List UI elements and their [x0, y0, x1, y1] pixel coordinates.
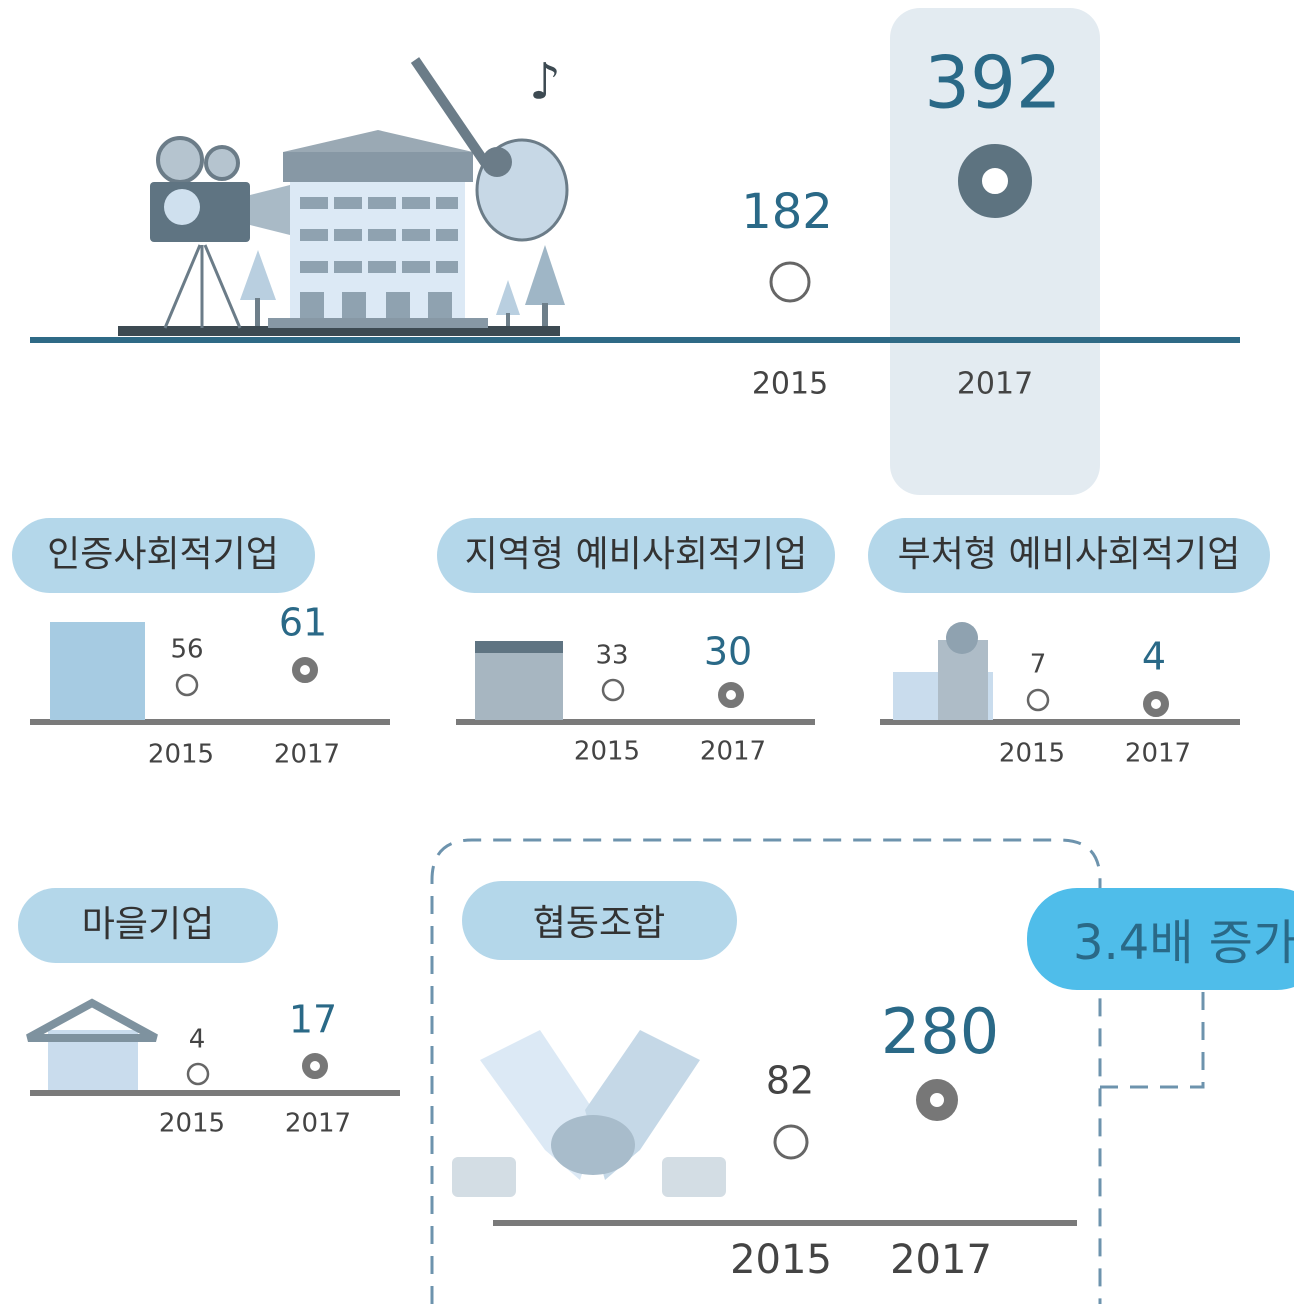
circle-2015 — [773, 1124, 809, 1160]
building-icon — [50, 622, 145, 720]
svg-text:♪: ♪ — [529, 53, 561, 111]
label-pill — [18, 888, 278, 963]
value-2015: 7 — [1030, 650, 1047, 680]
connector — [1100, 990, 1205, 1089]
value-2017: 392 — [924, 41, 1061, 125]
year-label: 2015 — [752, 367, 828, 402]
circle-2015 — [186, 1062, 210, 1086]
label-pill — [868, 518, 1270, 593]
bubble-icon — [452, 1157, 516, 1197]
year-label: 2017 — [890, 1237, 992, 1283]
circle-2017 — [292, 657, 318, 683]
value-2017: 17 — [289, 998, 337, 1042]
building-icon — [475, 641, 563, 653]
value-2017: 30 — [704, 630, 752, 674]
circle-2015 — [769, 261, 811, 303]
year-label: 2017 — [1125, 739, 1191, 769]
year-label: 2015 — [148, 740, 214, 770]
culture-illustration: ♪ — [118, 53, 569, 336]
panel-label: 마을기업 — [82, 904, 214, 945]
handshake-icon — [551, 1115, 635, 1175]
panel-label: 인증사회적기업 — [47, 534, 279, 575]
year-label: 2017 — [700, 737, 766, 767]
year-label: 2017 — [274, 740, 340, 770]
value-2017: 61 — [279, 601, 327, 645]
value-2015: 4 — [189, 1025, 206, 1055]
label-pill — [12, 518, 315, 593]
year-label: 2017 — [957, 367, 1033, 402]
panel-label: 협동조합 — [533, 903, 665, 944]
value-2015: 82 — [766, 1059, 814, 1103]
value-2015: 182 — [741, 184, 833, 240]
circle-2017 — [718, 682, 744, 708]
value-2017: 280 — [881, 995, 999, 1068]
value-2015: 56 — [170, 635, 203, 665]
circle-2015 — [175, 673, 199, 697]
callout: 3.4배 증가 — [1073, 915, 1294, 971]
circle-2015 — [601, 678, 625, 702]
circle-2017 — [1143, 691, 1169, 717]
label-pill — [437, 518, 835, 593]
circle-2017 — [958, 144, 1032, 218]
callout-pill — [1027, 888, 1294, 990]
year-label: 2015 — [574, 737, 640, 767]
circle-2015 — [1026, 688, 1050, 712]
panel-label: 지역형 예비사회적기업 — [465, 534, 808, 575]
year-label: 2015 — [730, 1237, 832, 1283]
label-pill — [462, 881, 737, 960]
value-2017: 4 — [1142, 635, 1166, 679]
year-label: 2015 — [159, 1109, 225, 1139]
year-label: 2017 — [285, 1109, 351, 1139]
value-2015: 33 — [595, 641, 628, 671]
highlight-column — [890, 8, 1100, 495]
house-icon — [26, 998, 158, 1042]
year-label: 2015 — [999, 739, 1065, 769]
circle-2017 — [302, 1053, 328, 1079]
panel-label: 부처형 예비사회적기업 — [898, 534, 1241, 575]
circle-2017 — [916, 1079, 958, 1121]
bubble-icon — [662, 1157, 726, 1197]
building-icon — [946, 622, 978, 654]
dashed-frame — [430, 838, 1102, 1304]
building-icon — [475, 652, 563, 720]
